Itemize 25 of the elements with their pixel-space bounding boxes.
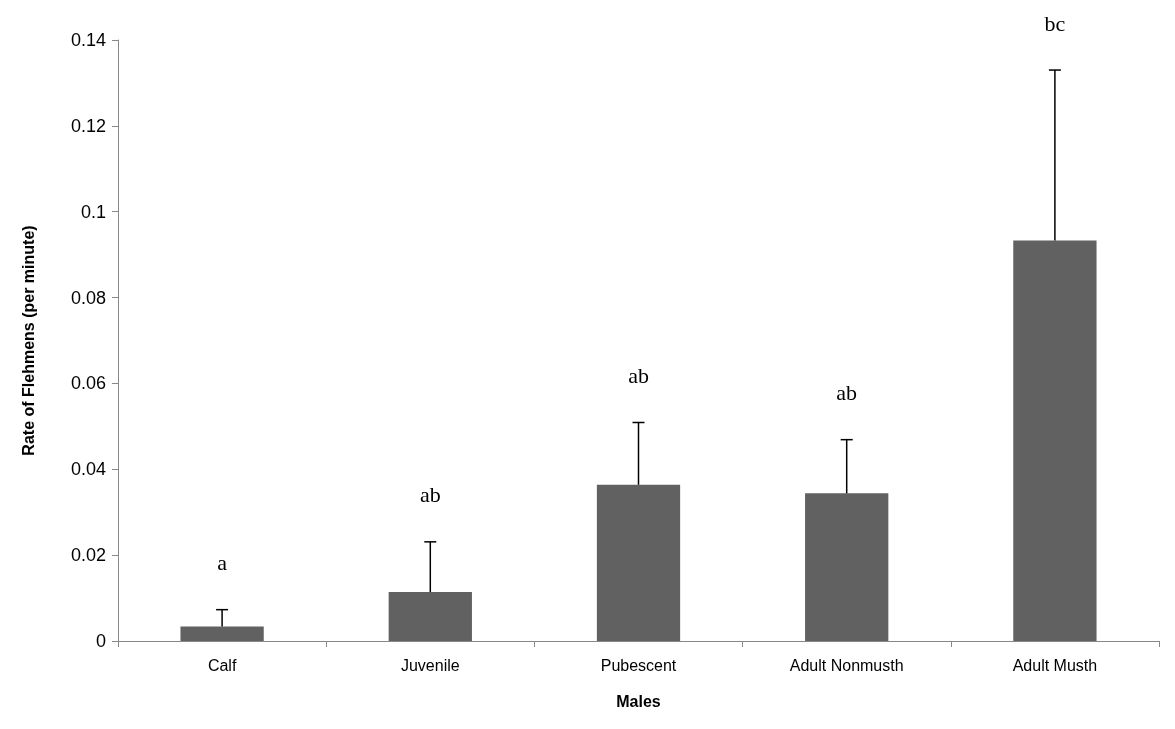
annotation: ab [419,482,441,508]
annotation: a [217,550,228,576]
x-tick-label: Pubescent [600,656,677,674]
bar [1013,240,1097,641]
y-tick-label: 0.14 [70,30,106,50]
y-tick-label: 0.08 [70,287,106,308]
y-tick-label: 0.02 [70,545,106,566]
text: bc [1044,10,1066,36]
y-tick-label: 0.12 [70,115,106,136]
bar [805,493,889,641]
annotation: ab [628,362,649,388]
x-tick-label: Adult Nonmusth [789,656,904,674]
bar [388,592,472,641]
bar [180,626,264,641]
x-tick-label: Juvenile [400,656,460,674]
annotation: ab [836,380,858,406]
x-tick-label: Adult Musth [1012,656,1098,674]
y-tick-label: 0.1 [80,201,106,222]
y-tick-label: 0.04 [70,459,106,480]
x-axis-title: Males [616,692,661,710]
bar [596,484,681,641]
y-tick-label: 0 [95,631,106,651]
x-tick-label: Calf [207,656,237,674]
y-axis-title: Rate of Flehmens (per minute) [19,225,37,456]
y-tick-label: 0.06 [70,373,106,394]
